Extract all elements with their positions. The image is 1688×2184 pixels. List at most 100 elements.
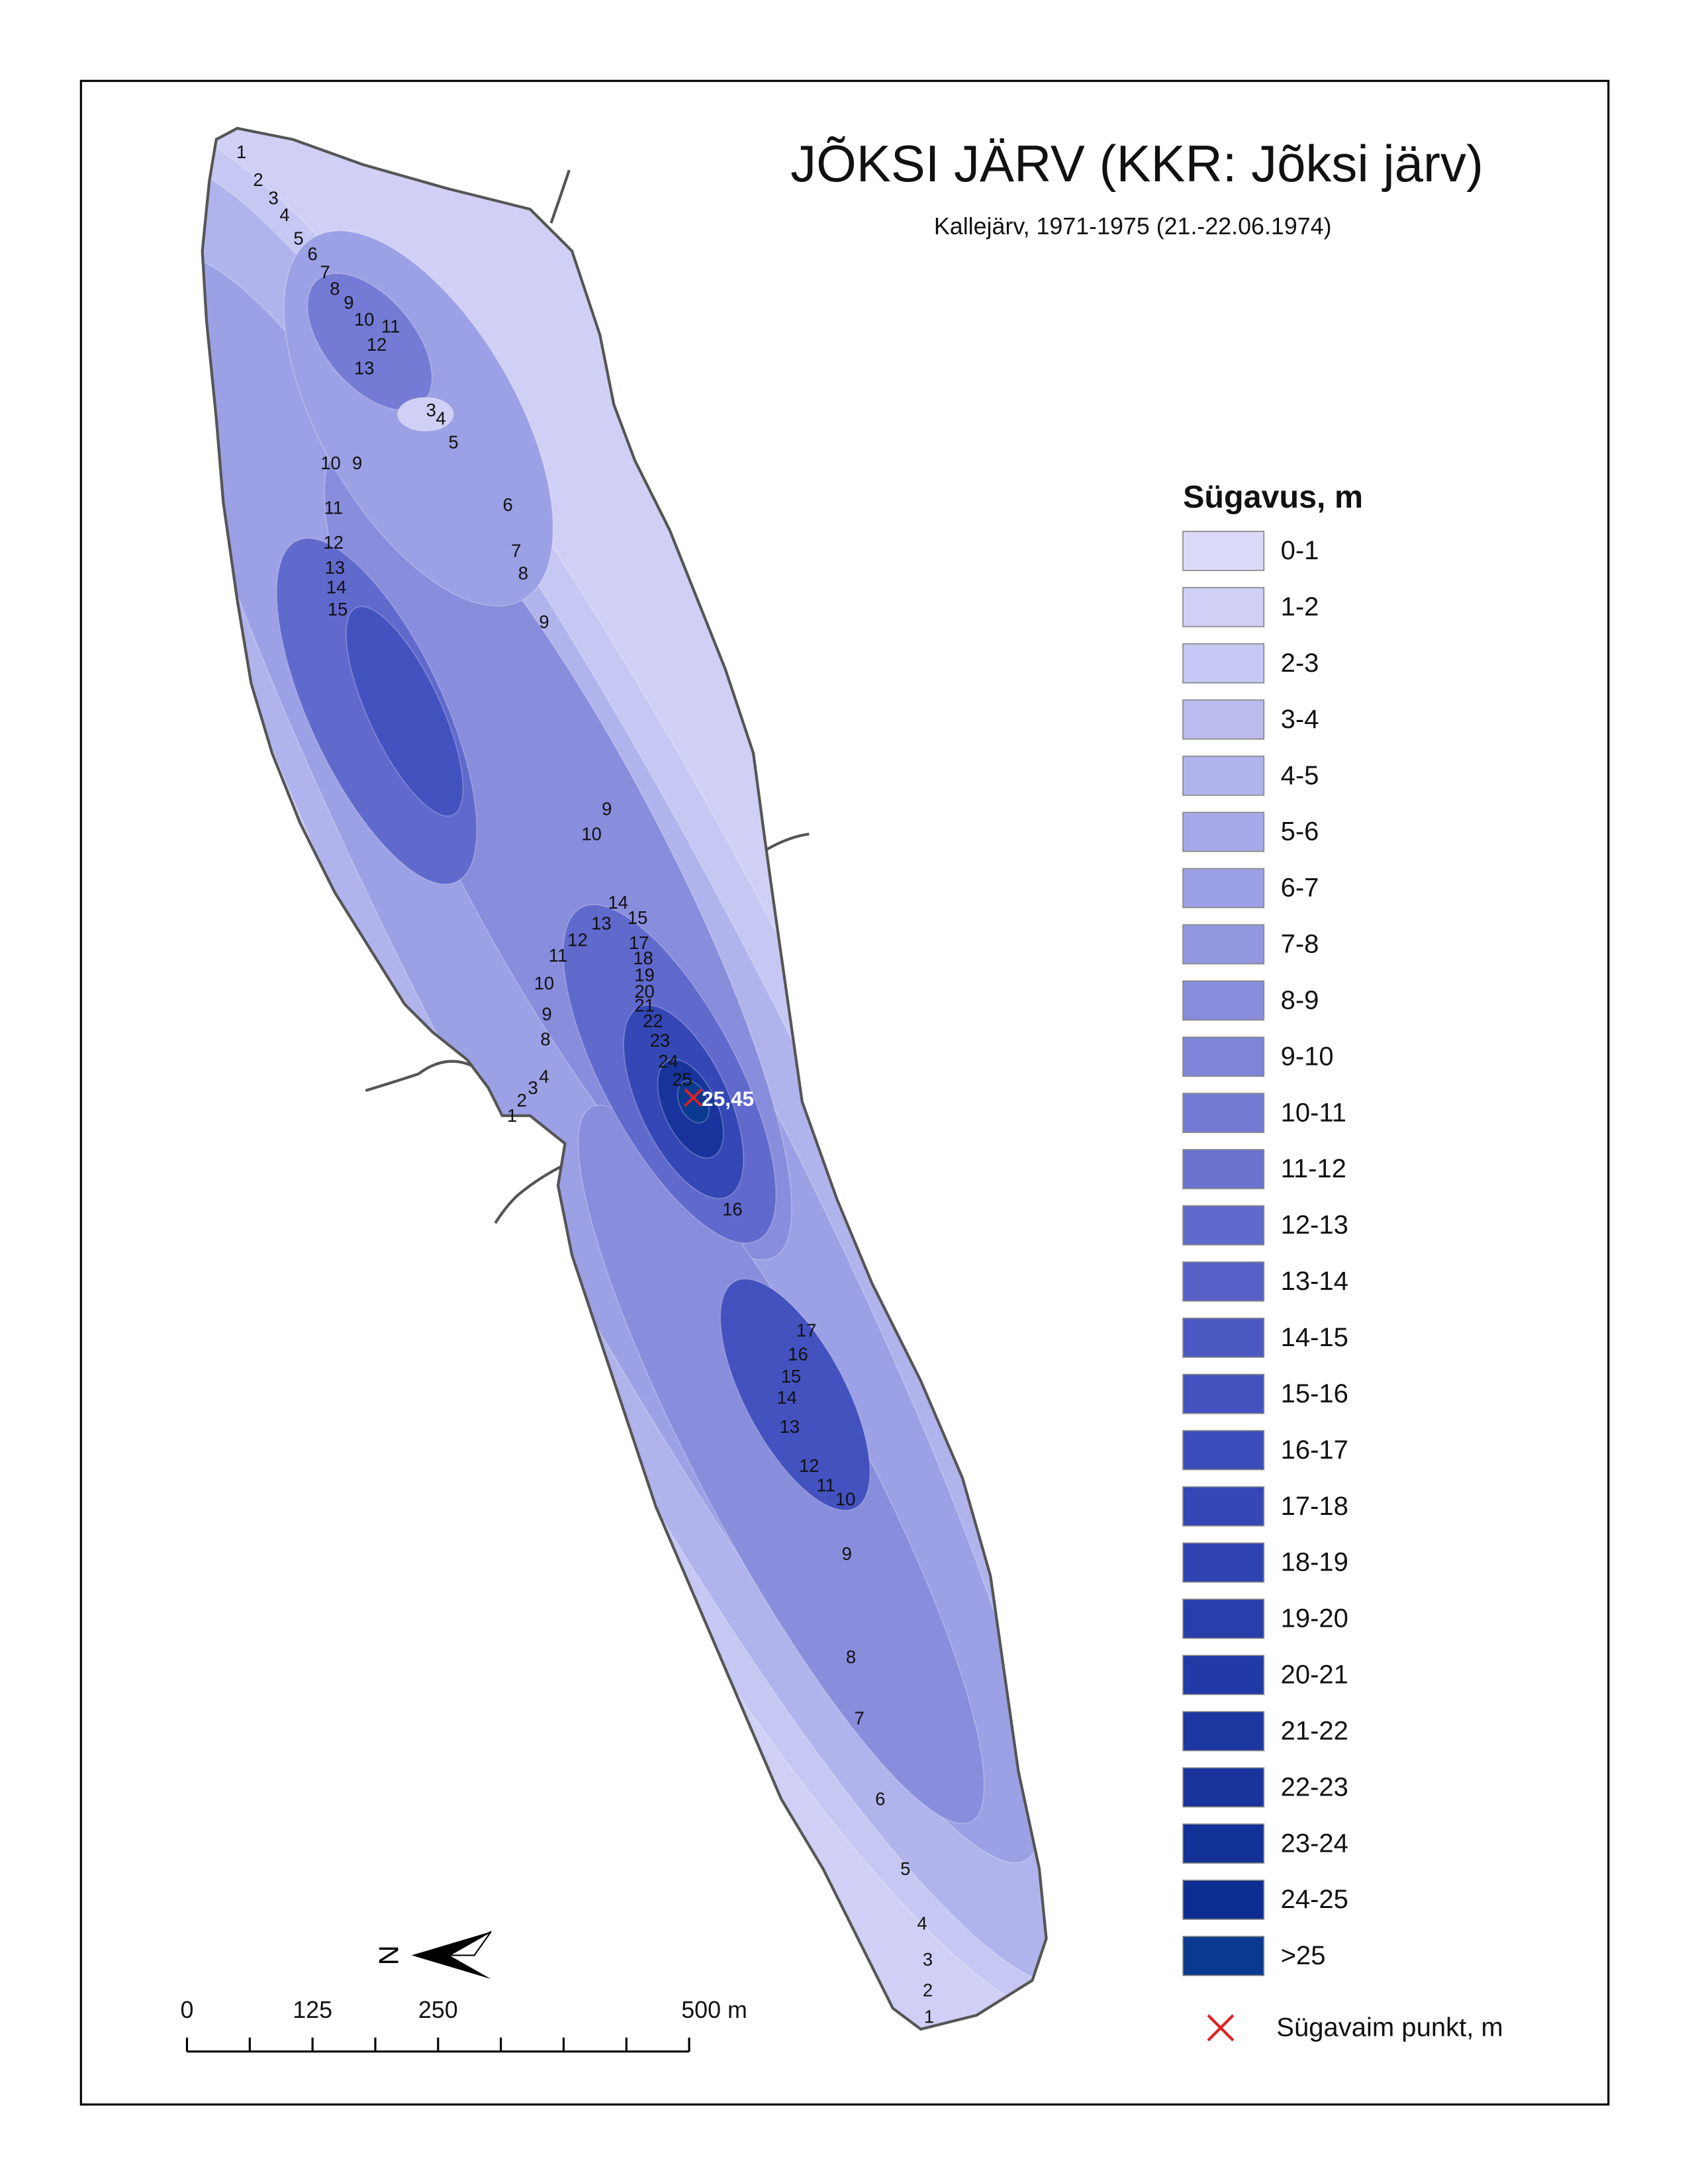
depth-label: 15 bbox=[781, 1366, 801, 1387]
depth-label: 12 bbox=[324, 532, 344, 553]
legend-label: 13-14 bbox=[1281, 1267, 1348, 1296]
legend-label: 17-18 bbox=[1281, 1492, 1348, 1521]
depth-label: 12 bbox=[567, 930, 587, 950]
legend-swatch bbox=[1182, 1317, 1265, 1358]
legend-swatch bbox=[1182, 1261, 1265, 1302]
depth-label: 10 bbox=[581, 823, 601, 844]
depth-label: 7 bbox=[320, 261, 330, 282]
stream bbox=[494, 1163, 566, 1224]
legend-label: 4-5 bbox=[1281, 761, 1319, 790]
legend-label: 6-7 bbox=[1281, 874, 1319, 903]
legend-label: >25 bbox=[1281, 1941, 1326, 1970]
legend-swatch bbox=[1182, 924, 1265, 965]
depth-label: 17 bbox=[629, 933, 649, 953]
legend-swatch bbox=[1182, 1430, 1265, 1471]
depth-label: 2 bbox=[923, 1979, 933, 2000]
depth-label: 14 bbox=[326, 577, 346, 598]
depth-label: 10 bbox=[320, 453, 340, 473]
legend-swatch bbox=[1182, 1542, 1265, 1583]
depth-label: 16 bbox=[722, 1199, 742, 1219]
depth-label: 9 bbox=[352, 453, 362, 473]
depth-label: 1 bbox=[924, 2006, 934, 2026]
legend-swatch bbox=[1182, 755, 1265, 796]
depth-label: 10 bbox=[354, 309, 374, 330]
legend-label: 8-9 bbox=[1281, 985, 1319, 1015]
legend-label: 14-15 bbox=[1281, 1323, 1348, 1352]
depth-label: 10 bbox=[534, 973, 554, 993]
legend-marker-label: Sügavaim punkt, m bbox=[1276, 2013, 1503, 2042]
depth-label: 2 bbox=[253, 169, 263, 190]
legend-swatch bbox=[1182, 1205, 1265, 1246]
legend-swatch bbox=[1182, 1598, 1265, 1639]
depth-label: 15 bbox=[328, 599, 348, 619]
legend-swatch bbox=[1182, 699, 1265, 740]
depth-label: 9 bbox=[344, 293, 353, 313]
depth-label: 8 bbox=[540, 1028, 550, 1049]
depth-label: 13 bbox=[354, 358, 374, 379]
legend-swatch bbox=[1182, 1093, 1265, 1133]
legend-swatch bbox=[1182, 1936, 1265, 1976]
depth-label: 5 bbox=[448, 432, 458, 452]
map-subtitle: Kallejärv, 1971-1975 (21.-22.06.1974) bbox=[934, 213, 1332, 240]
depth-label: 9 bbox=[539, 612, 549, 632]
depth-label: 1 bbox=[236, 142, 246, 162]
depth-label: 15 bbox=[628, 907, 647, 928]
depth-label: 11 bbox=[324, 497, 343, 518]
stream bbox=[549, 169, 571, 224]
legend-swatch bbox=[1182, 1373, 1265, 1414]
deepest-point-label: 25,45 bbox=[702, 1087, 754, 1111]
legend-swatch bbox=[1182, 1655, 1265, 1696]
depth-label: 14 bbox=[776, 1387, 796, 1408]
north-label: N bbox=[373, 1945, 404, 1965]
depth-label: 4 bbox=[279, 205, 289, 225]
depth-label: 3 bbox=[269, 188, 279, 208]
depth-label: 13 bbox=[325, 557, 345, 578]
legend-label: 9-10 bbox=[1281, 1042, 1334, 1071]
map-title: JÕKSI JÄRV (KKR: Jõksi järv) bbox=[790, 134, 1483, 193]
depth-zone bbox=[720, 1278, 871, 1511]
depth-label: 6 bbox=[875, 1789, 885, 1809]
legend-swatch bbox=[1182, 980, 1265, 1021]
depth-zone bbox=[346, 606, 464, 817]
depth-label: 9 bbox=[842, 1543, 852, 1564]
legend-label: 16-17 bbox=[1281, 1435, 1348, 1465]
depth-label: 20 bbox=[634, 981, 654, 1002]
depth-zone bbox=[397, 396, 454, 432]
legend-label: 1-2 bbox=[1281, 592, 1319, 621]
legend-swatch bbox=[1182, 1149, 1265, 1189]
depth-label: 14 bbox=[608, 892, 628, 913]
depth-label: 8 bbox=[846, 1647, 856, 1667]
depth-label: 8 bbox=[518, 563, 528, 583]
depth-label: 17 bbox=[796, 1320, 816, 1341]
legend-label: 19-20 bbox=[1281, 1604, 1348, 1633]
legend-label: 11-12 bbox=[1281, 1154, 1346, 1183]
depth-label: 11 bbox=[381, 316, 400, 336]
legend-label: 15-16 bbox=[1281, 1379, 1348, 1408]
depth-label: 5 bbox=[900, 1858, 910, 1879]
depth-label: 6 bbox=[308, 244, 318, 264]
depth-label: 22 bbox=[643, 1011, 663, 1031]
streams bbox=[365, 169, 810, 1224]
legend-swatch bbox=[1182, 531, 1265, 571]
legend-label: 2-3 bbox=[1281, 649, 1319, 678]
depth-label: 11 bbox=[816, 1475, 835, 1496]
depth-label: 16 bbox=[788, 1344, 808, 1365]
legend-label: 23-24 bbox=[1281, 1829, 1348, 1858]
legend-title: Sügavus, m bbox=[1183, 479, 1363, 515]
depth-label: 18 bbox=[633, 948, 653, 968]
depth-label: 25 bbox=[672, 1069, 692, 1089]
legend-swatch bbox=[1182, 1036, 1265, 1077]
depth-label: 5 bbox=[293, 228, 303, 249]
depth-label: 24 bbox=[658, 1051, 678, 1071]
legend-label: 21-22 bbox=[1281, 1716, 1348, 1745]
map-frame bbox=[79, 79, 1610, 2106]
legend-swatch bbox=[1182, 586, 1265, 627]
scale-label: 0 bbox=[181, 1997, 194, 2023]
depth-label: 12 bbox=[799, 1455, 819, 1476]
legend-swatch bbox=[1182, 643, 1265, 684]
legend: 0-1 1-2 2-3 3-4 4-5 5-6 6-7 7-8 8-9 9-10 10-11 11-1… bbox=[1182, 531, 1348, 1976]
scale-label: 250 bbox=[418, 1997, 458, 2023]
legend-label: 24-25 bbox=[1281, 1885, 1348, 1914]
